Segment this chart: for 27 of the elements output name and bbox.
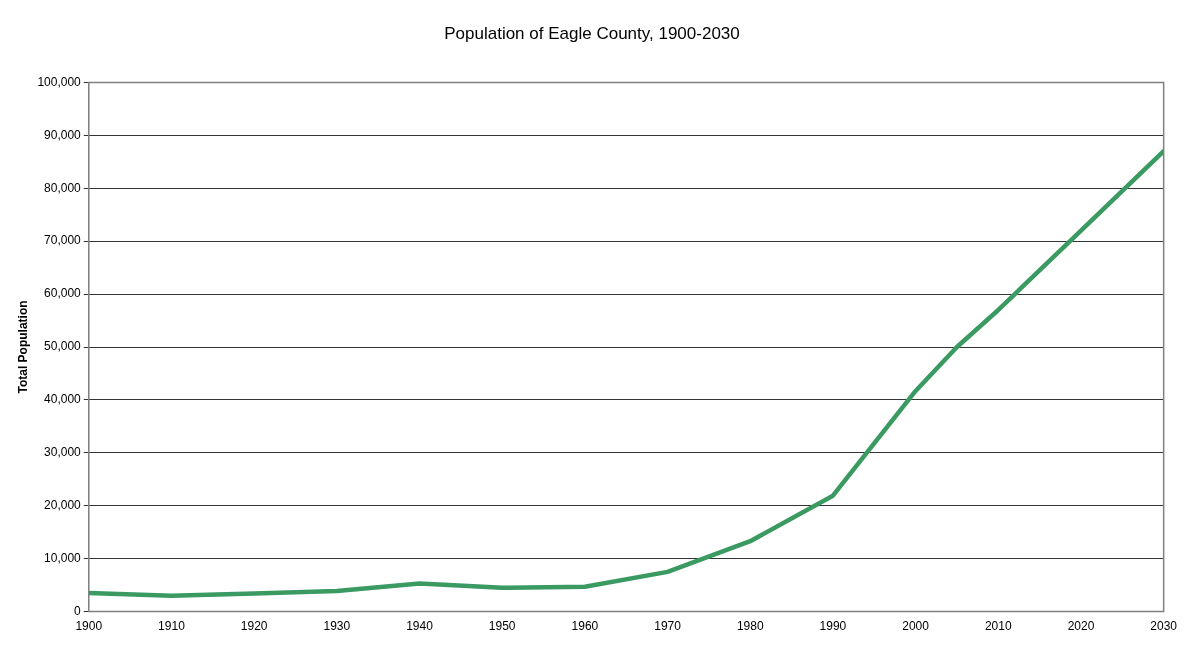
- x-tick-label: 1900: [75, 619, 103, 634]
- x-tick-label: 1940: [406, 619, 434, 634]
- y-axis-title: Total Population: [15, 300, 30, 394]
- y-tick-label: 80,000: [44, 180, 82, 195]
- x-tick-label: 2010: [984, 619, 1012, 634]
- x-tick-label: 1930: [323, 619, 351, 634]
- x-tick-label: 1980: [736, 619, 764, 634]
- y-tick-label: 100,000: [37, 74, 82, 89]
- x-tick-label: 1950: [488, 619, 516, 634]
- chart-title: Population of Eagle County, 1900-2030: [444, 23, 740, 43]
- y-tick-label: 60,000: [44, 286, 82, 301]
- x-tick-label: 1910: [158, 619, 186, 634]
- x-tick-label: 1960: [571, 619, 599, 634]
- y-tick-label: 10,000: [44, 550, 82, 565]
- x-tick-label: 1920: [240, 619, 268, 634]
- x-tick-label: 2000: [902, 619, 930, 634]
- y-tick-label: 70,000: [44, 233, 82, 248]
- y-tick-label: 30,000: [44, 445, 82, 460]
- x-tick-label: 1970: [654, 619, 682, 634]
- y-tick-label: 90,000: [44, 127, 82, 142]
- y-tick-label: 50,000: [44, 339, 82, 354]
- x-tick-label: 2020: [1067, 619, 1095, 634]
- y-tick-label: 0: [74, 603, 82, 618]
- x-tick-label: 1990: [819, 619, 847, 634]
- y-tick-label: 40,000: [44, 392, 82, 407]
- y-tick-label: 20,000: [44, 498, 82, 513]
- x-tick-label: 2030: [1150, 619, 1178, 634]
